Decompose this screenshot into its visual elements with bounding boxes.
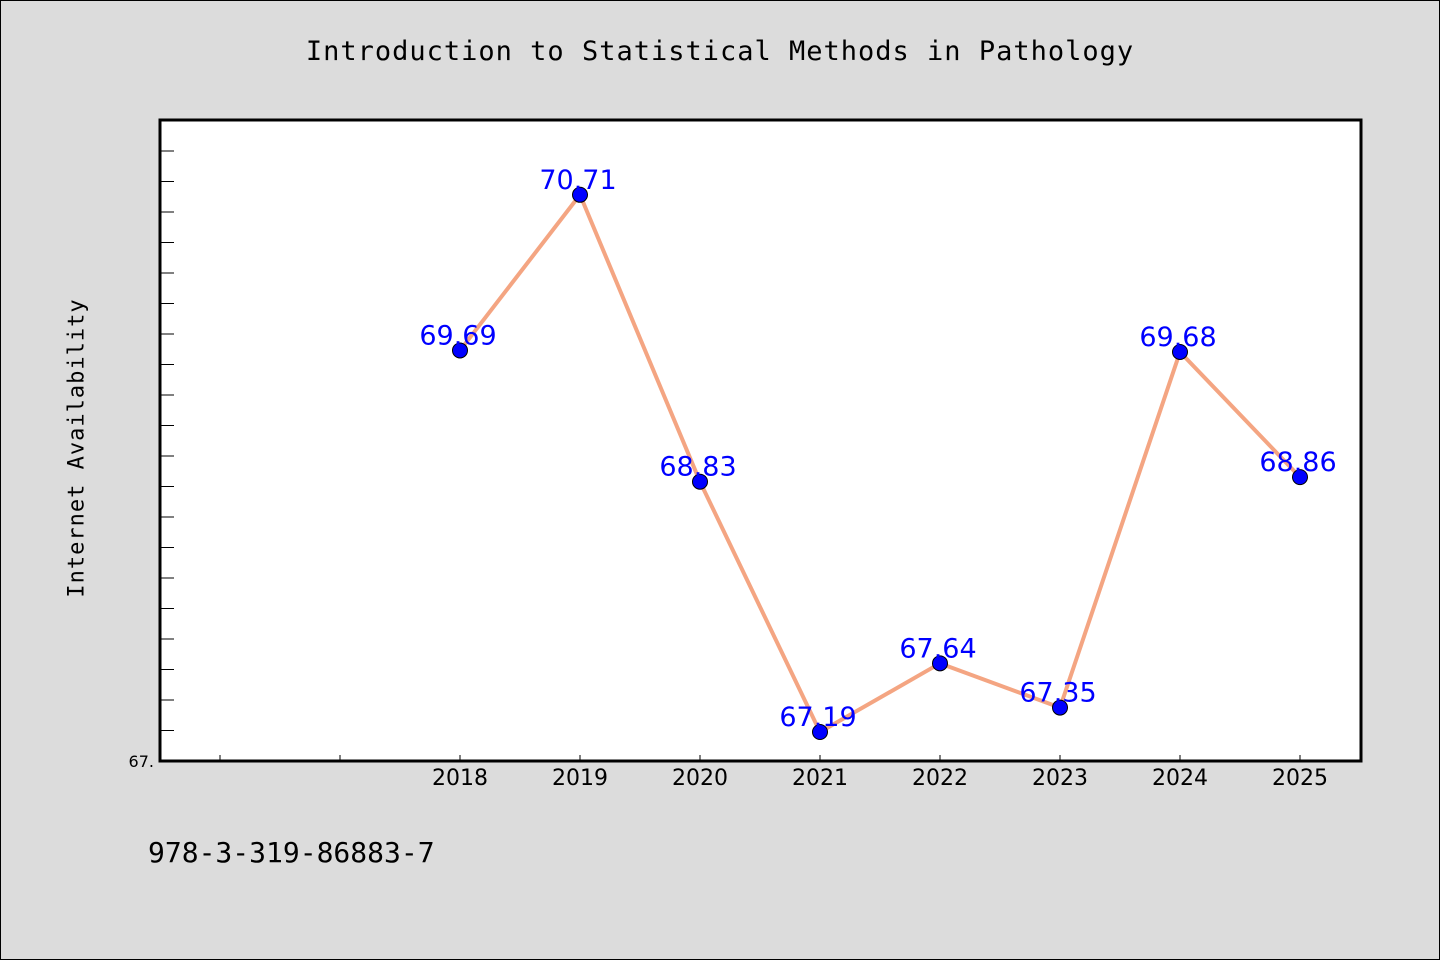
data-label: 67.64 xyxy=(899,633,976,664)
x-tick-label: 2020 xyxy=(672,766,728,791)
x-tick-label: 2022 xyxy=(912,766,968,791)
data-label: 69.69 xyxy=(419,320,496,351)
plot-border xyxy=(158,118,1363,763)
x-tick-label: 2024 xyxy=(1152,766,1208,791)
data-point xyxy=(812,724,828,741)
data-label: 67.35 xyxy=(1019,678,1096,709)
isbn-text: 978-3-319-86883-7 xyxy=(148,836,435,869)
data-labels: 69.69 70.71 68.83 67.19 67.64 67.35 69.68 68.86 xyxy=(419,165,1336,733)
x-tick-label: 2018 xyxy=(432,766,488,791)
x-tick-label: 2023 xyxy=(1032,766,1088,791)
data-point xyxy=(572,186,588,203)
x-tick-label: 2021 xyxy=(792,766,848,791)
data-point xyxy=(1292,469,1308,486)
y-tick-label: 67. xyxy=(129,752,154,771)
data-point xyxy=(1172,343,1188,360)
plot-area xyxy=(160,120,1361,761)
chart-title: Introduction to Statistical Methods in P… xyxy=(305,36,1135,67)
x-tick-label: 2019 xyxy=(552,766,608,791)
data-label: 68.83 xyxy=(659,452,736,483)
data-point xyxy=(692,473,708,490)
data-point xyxy=(932,655,948,672)
x-ticks: 2018 2019 2020 2021 2022 2023 2024 2025 xyxy=(219,755,1328,791)
x-tick-label: 2025 xyxy=(1272,766,1328,791)
data-point xyxy=(1052,699,1068,716)
data-label: 70.71 xyxy=(539,165,616,196)
data-label: 67.19 xyxy=(779,702,856,733)
data-label: 68.86 xyxy=(1259,447,1336,478)
data-markers xyxy=(452,186,1308,741)
data-label: 69.68 xyxy=(1139,322,1216,353)
data-point xyxy=(452,342,468,359)
series-line xyxy=(458,192,1302,735)
